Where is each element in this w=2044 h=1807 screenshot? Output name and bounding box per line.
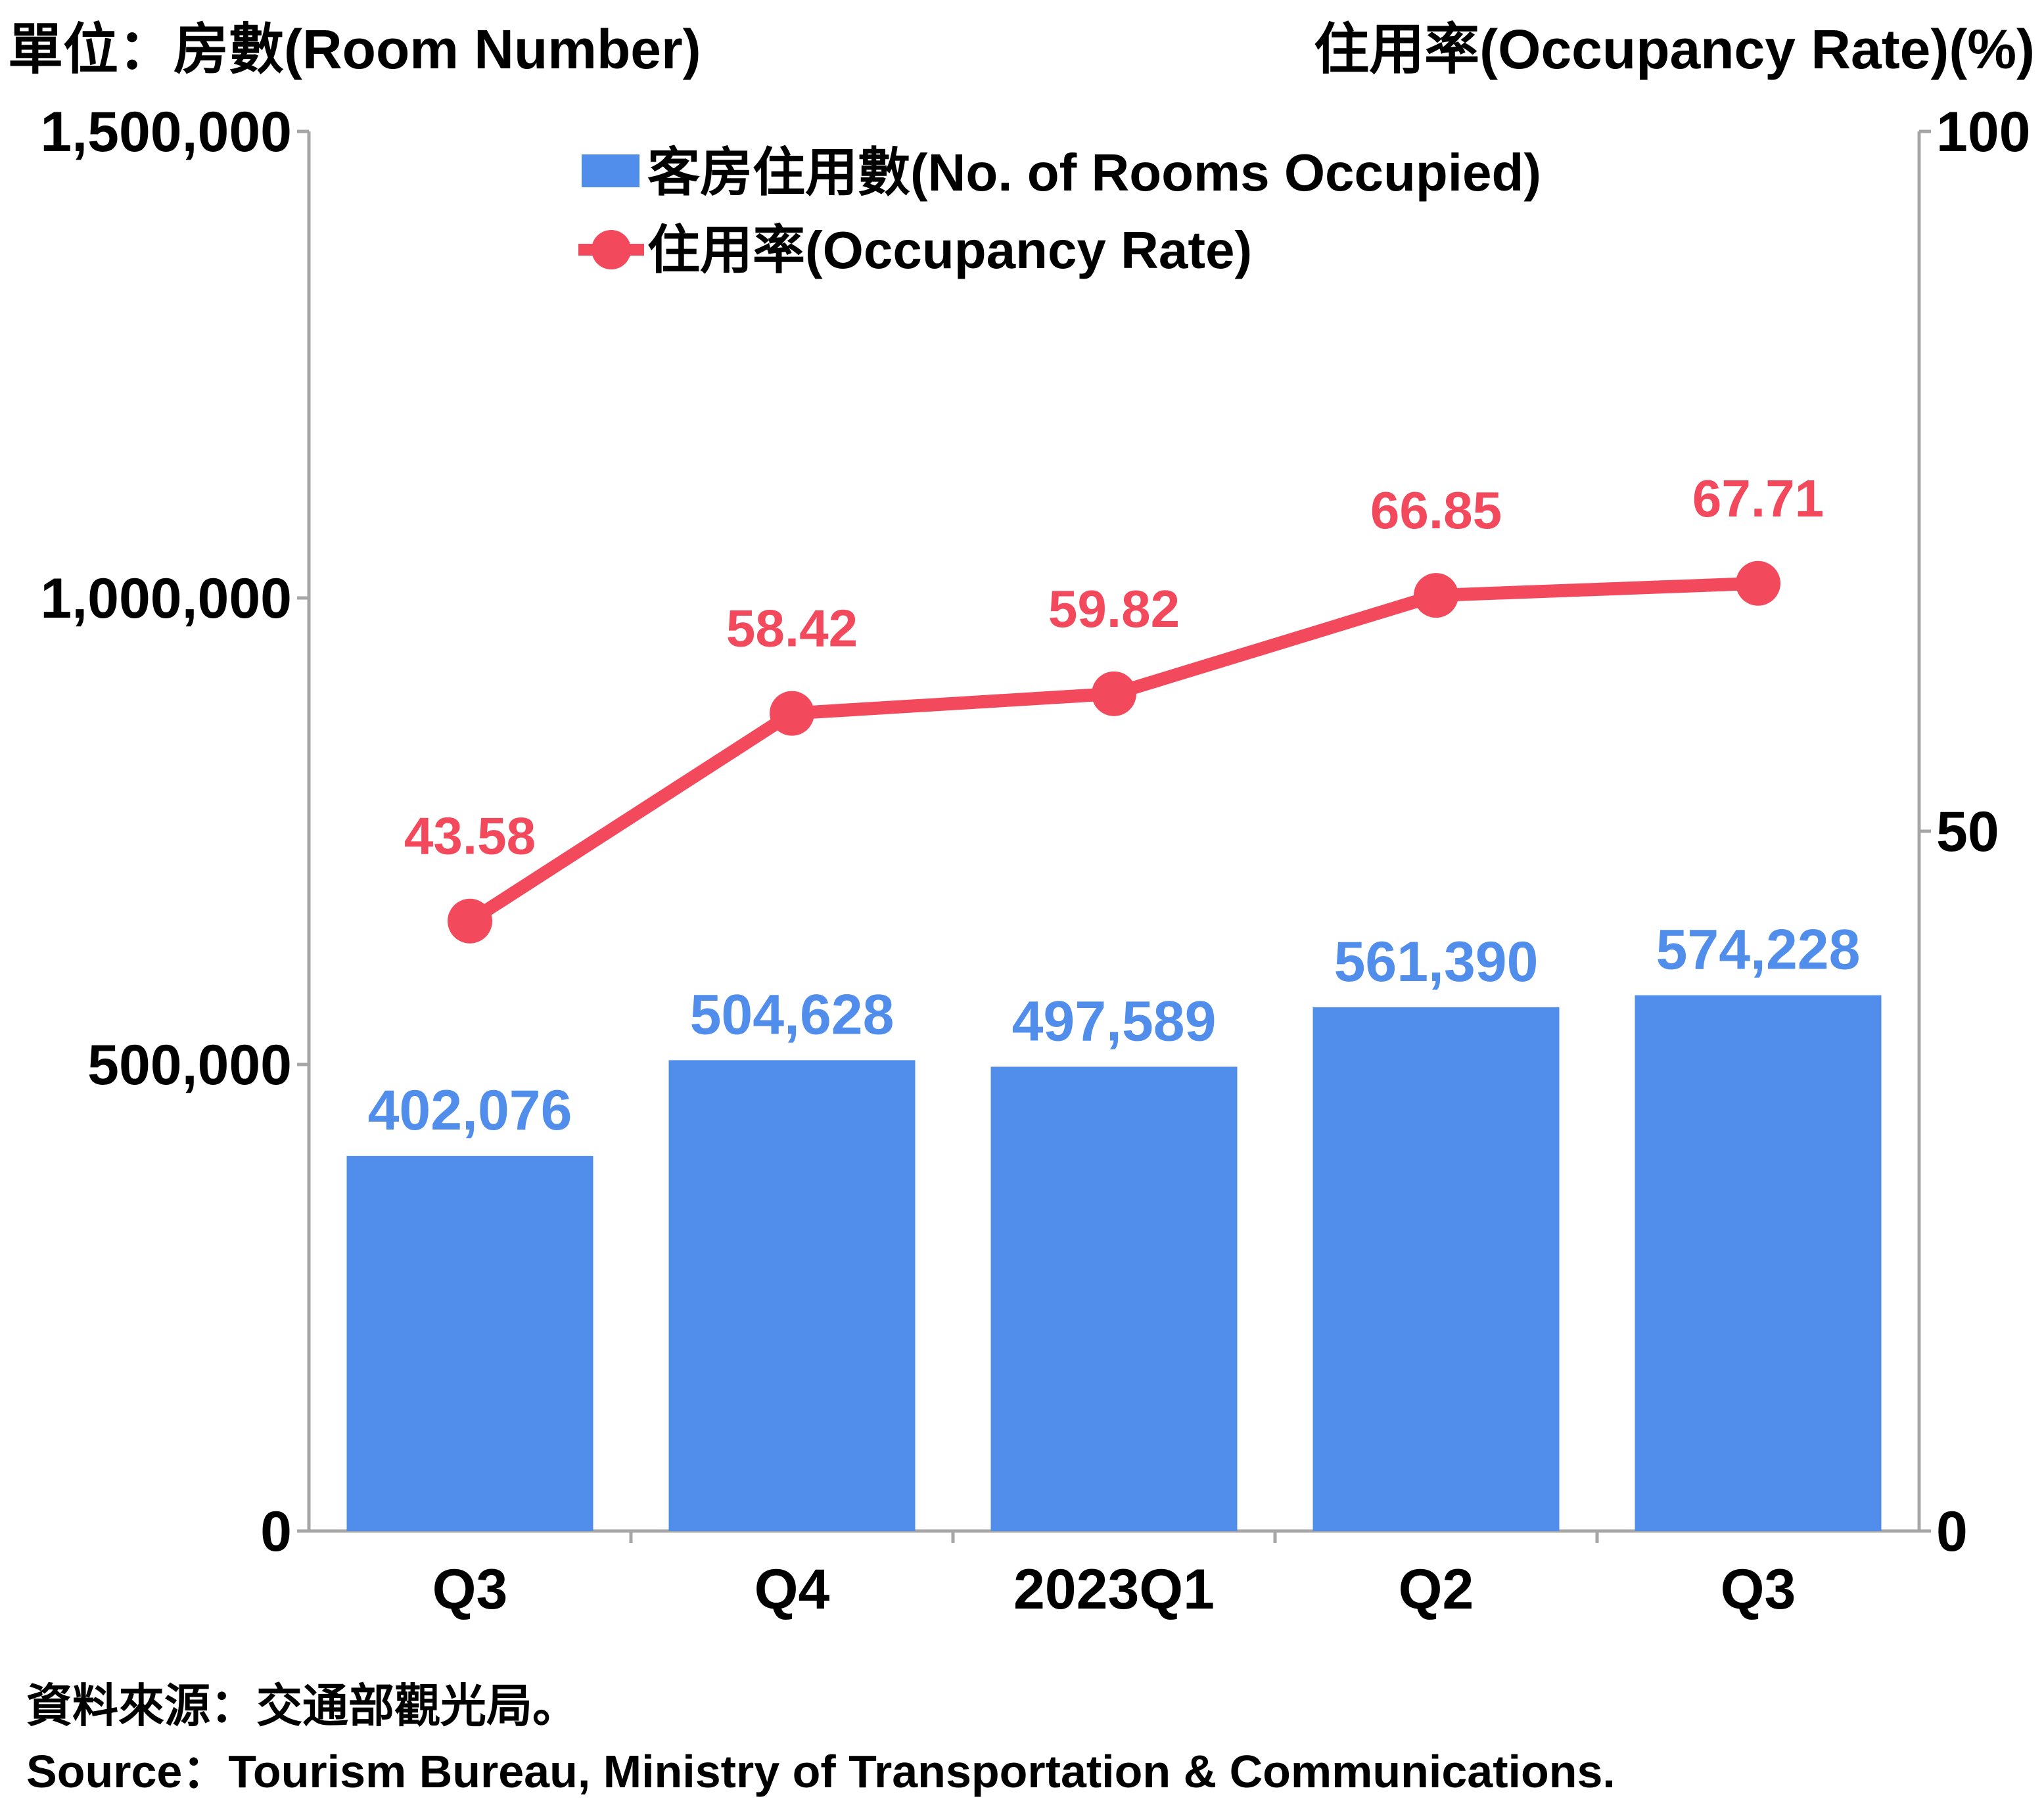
line-series <box>448 560 1780 944</box>
legend-line-marker <box>592 230 631 269</box>
x-tick-label: Q2 <box>1399 1558 1474 1621</box>
line-point <box>1092 671 1136 716</box>
bar <box>1312 1007 1560 1531</box>
x-tick-label: Q3 <box>432 1558 508 1621</box>
bar <box>668 1060 916 1531</box>
bar <box>990 1066 1238 1531</box>
bar-data-label: 561,390 <box>1334 930 1539 994</box>
x-tick-label: Q4 <box>755 1558 830 1621</box>
right-axis-unit-label: 住用率(Occupancy Rate)(%) <box>1314 18 2035 80</box>
x-tick-label: Q3 <box>1721 1558 1796 1621</box>
left-y-tick-label: 500,000 <box>87 1034 292 1097</box>
x-tick-label: 2023Q1 <box>1013 1558 1215 1621</box>
line-data-label: 59.82 <box>1048 580 1180 638</box>
legend-bar-label: 客房住用數(No. of Rooms Occupied) <box>647 143 1541 202</box>
right-y-tick-label: 0 <box>1936 1500 1968 1563</box>
right-y-tick-label: 100 <box>1936 101 2031 164</box>
legend-line-label: 住用率(Occupancy Rate) <box>647 221 1252 279</box>
line-point <box>1736 560 1780 606</box>
source-note-zh: 資料來源：交通部觀光局。 <box>26 1680 578 1731</box>
combo-chart: 0 500,000 1,000,000 1,500,000 0 50 100 Q3 Q4 2023… <box>40 101 2030 1621</box>
left-y-tick-label: 0 <box>260 1500 292 1563</box>
right-y-tick-label: 50 <box>1936 800 1999 863</box>
bar-series <box>346 995 1882 1531</box>
bar-data-label: 574,228 <box>1656 919 1861 982</box>
left-y-tick-label: 1,500,000 <box>40 101 292 164</box>
left-y-tick-label: 1,000,000 <box>40 567 292 630</box>
line-point <box>448 898 492 944</box>
line-data-label: 58.42 <box>726 599 858 658</box>
line-point <box>1414 573 1458 618</box>
bar-data-label: 402,076 <box>368 1079 572 1142</box>
legend-bar-swatch <box>582 154 639 187</box>
chart-axes: 0 500,000 1,000,000 1,500,000 0 50 100 Q3 Q4 2023… <box>40 101 2030 1621</box>
bar <box>346 1156 593 1531</box>
line-data-label: 66.85 <box>1370 481 1502 539</box>
line-data-label: 67.71 <box>1692 469 1824 528</box>
bar-data-label: 497,589 <box>1012 990 1217 1053</box>
legend: 客房住用數(No. of Rooms Occupied) 住用率(Occupanc… <box>578 143 1541 279</box>
bar-data-label: 504,628 <box>690 983 894 1046</box>
line-point <box>770 691 814 736</box>
line-data-label: 43.58 <box>404 807 536 865</box>
bar <box>1635 995 1882 1531</box>
data-labels: 402,076 504,628 497,589 561,390 574,228 43.58… <box>368 469 1861 1142</box>
left-axis-unit-label: 單位：房數(Room Number) <box>8 18 701 80</box>
source-note-en: Source：Tourism Bureau, Ministry of Trans… <box>26 1746 1615 1797</box>
